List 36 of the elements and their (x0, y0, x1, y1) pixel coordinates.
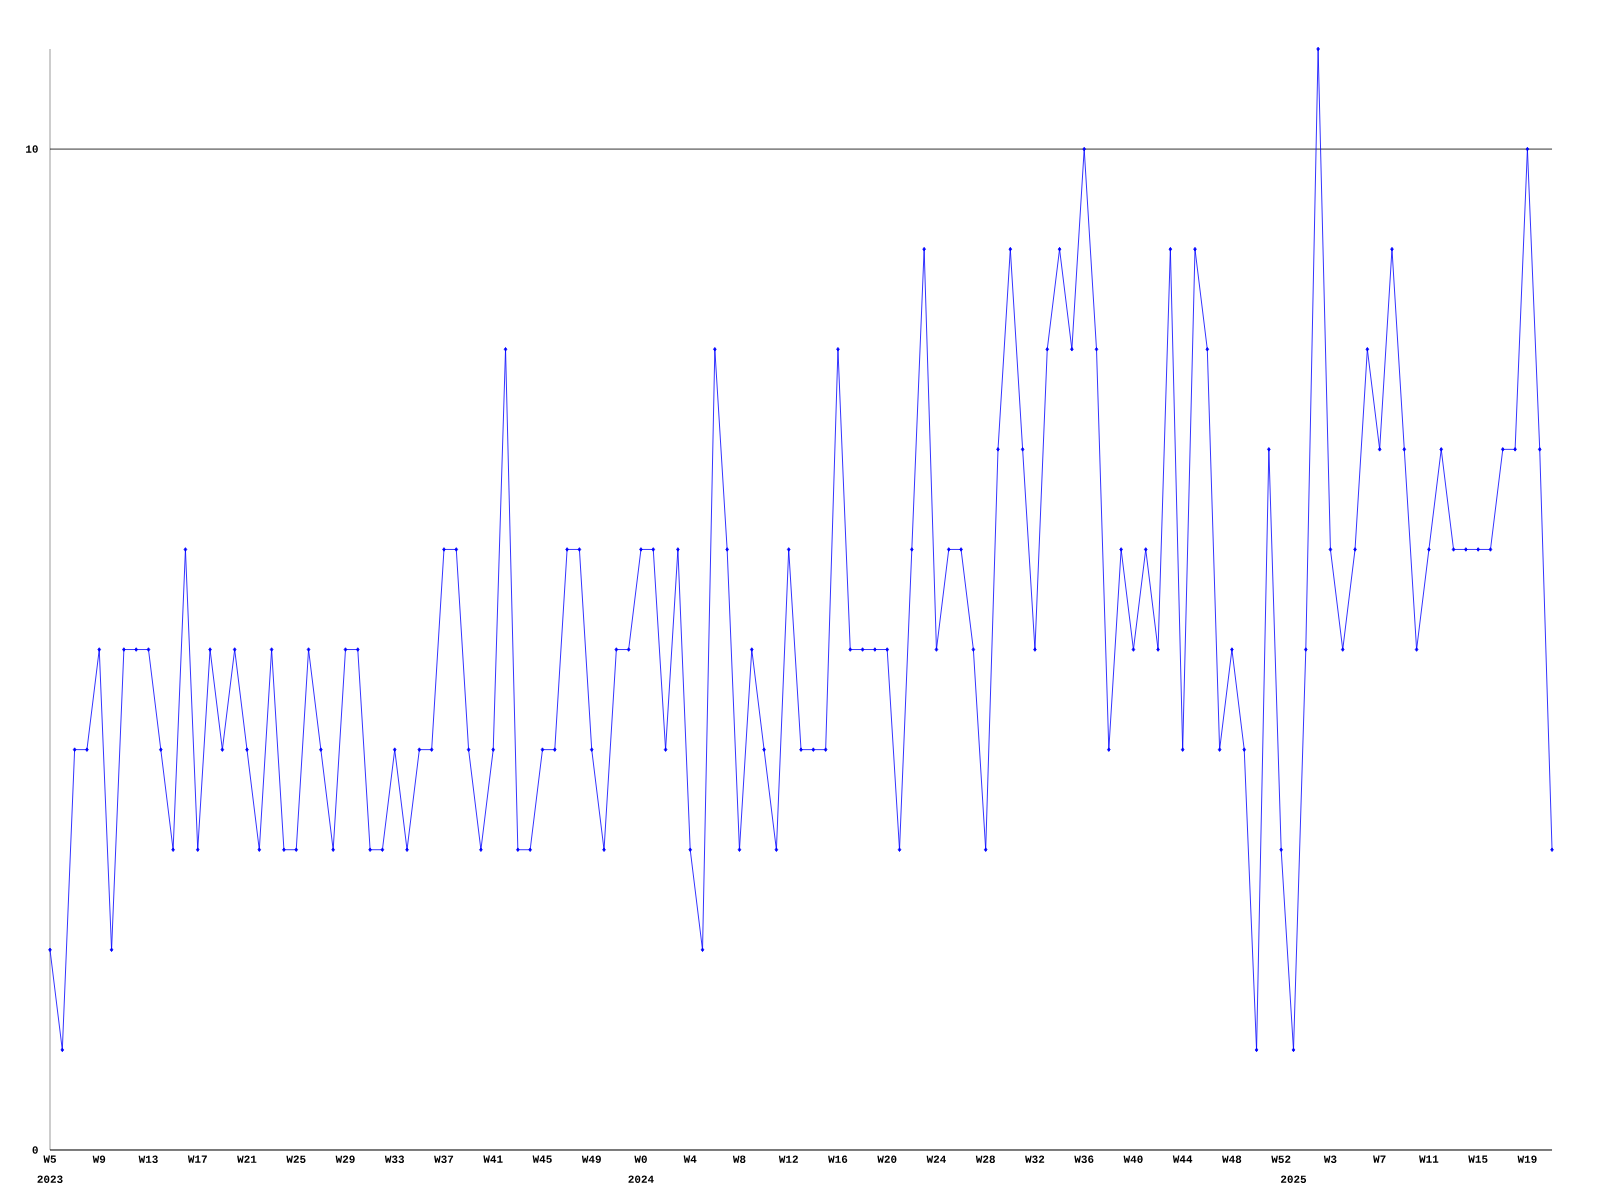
x-tick-label: W13 (138, 1155, 158, 1163)
x-tick-label: W20 (877, 1155, 897, 1163)
y-tick-label: 10 (26, 145, 38, 153)
x-tick-label: W21 (237, 1155, 257, 1163)
x-tick-label: W3 (1323, 1155, 1337, 1163)
x-tick-label: W36 (1074, 1155, 1094, 1163)
x-tick-label: W19 (1517, 1155, 1537, 1163)
x-tick-label: W52 (1271, 1155, 1291, 1163)
x-tick-label: W48 (1222, 1155, 1242, 1163)
x-tick-label: W41 (483, 1155, 503, 1163)
x-tick-label: W5 (43, 1155, 56, 1163)
x-tick-label: W32 (1025, 1155, 1045, 1163)
x-tick-label: W4 (683, 1155, 697, 1163)
x-tick-label: W0 (634, 1155, 647, 1163)
x-tick-label: W15 (1468, 1155, 1488, 1163)
text: 2023 (37, 1175, 63, 1183)
x-tick-label: W9 (92, 1155, 106, 1163)
x-tick-label: W45 (532, 1155, 552, 1163)
x-tick-label: W25 (286, 1155, 306, 1163)
y-tick-label: 0 (32, 1146, 38, 1154)
x-tick-label: W11 (1419, 1155, 1439, 1163)
x-tick-label: W29 (335, 1155, 355, 1163)
x-tick-label: W8 (732, 1155, 746, 1163)
x-tick-label: W33 (384, 1155, 405, 1163)
text: 2024 (628, 1175, 654, 1183)
x-tick-label: W17 (187, 1155, 207, 1163)
x-tick-label: W12 (778, 1155, 798, 1163)
x-tick-label: W7 (1373, 1155, 1386, 1163)
x-tick-label: W16 (828, 1155, 848, 1163)
x-tick-label: W40 (1123, 1155, 1143, 1163)
x-tick-label: W37 (434, 1155, 454, 1163)
x-tick-label: W28 (975, 1155, 995, 1163)
text: 2025 (1280, 1175, 1307, 1183)
x-tick-label: W44 (1172, 1155, 1193, 1163)
x-tick-label: W49 (581, 1155, 601, 1163)
x-tick-label: W24 (926, 1155, 946, 1163)
